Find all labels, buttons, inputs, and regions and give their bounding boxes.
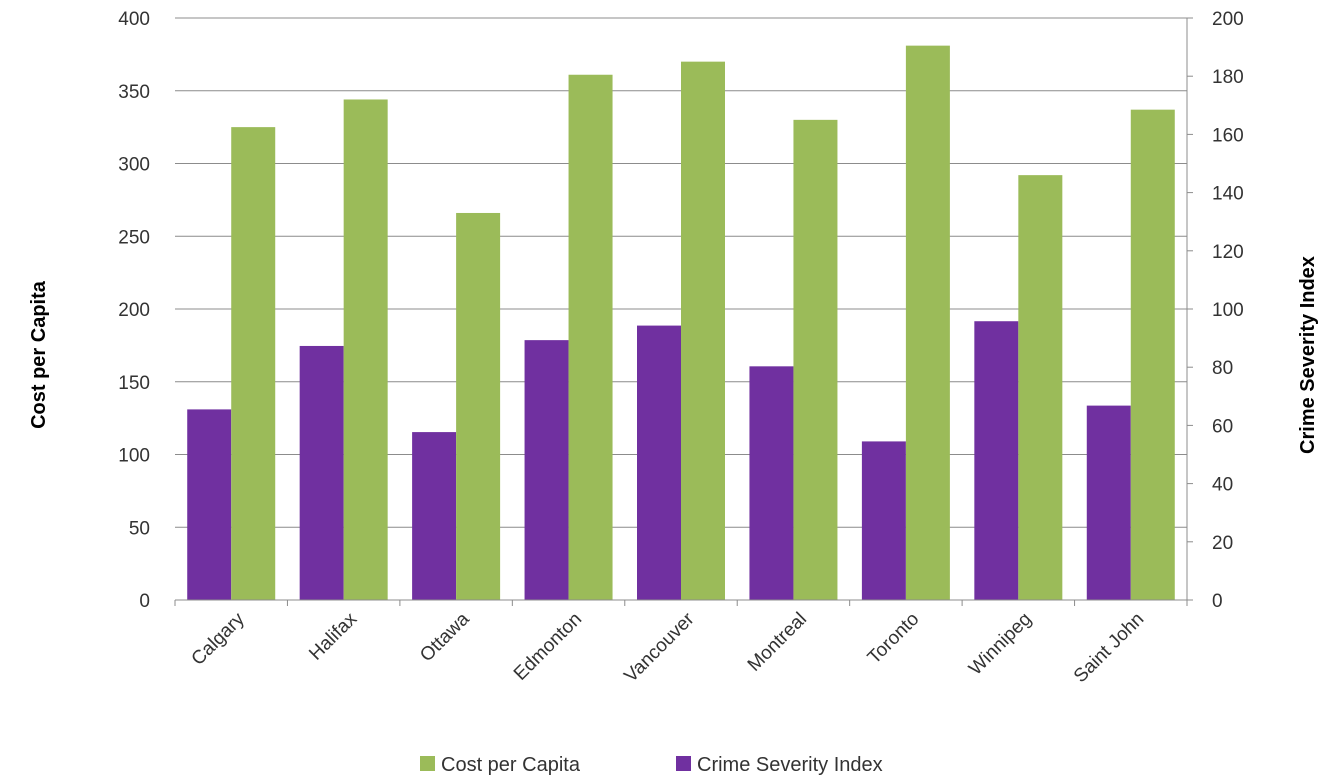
right-axis-ticks: 0 20 40 60 80 100 120 140 160 180 200 [1212,9,1244,612]
left-tick-label: 0 [139,591,150,612]
category-label: Saint John [1070,609,1148,687]
bar-crime-severity-index [299,345,344,600]
left-tick-label: 50 [129,518,150,539]
bar-cost-per-capita [568,74,613,601]
bar-crime-severity-index [861,441,906,600]
bar-crime-severity-index [187,409,232,600]
bar-cost-per-capita [681,61,725,600]
right-tick-label: 60 [1212,416,1233,437]
right-tick-label: 40 [1212,475,1233,496]
bar-crime-severity-index [637,325,681,600]
bar-cost-per-capita [343,99,388,600]
category-label: Toronto [864,609,924,669]
right-tick-label: 80 [1212,358,1233,379]
legend-label: Cost per Capita [441,754,581,776]
legend-label: Crime Severity Index [697,754,883,776]
category-label: Ottawa [416,608,474,666]
right-tick-label: 200 [1212,9,1244,30]
category-label: Calgary [188,608,249,669]
right-tick-label: 20 [1212,533,1233,554]
left-tick-label: 400 [118,9,150,30]
bar-cost-per-capita [1130,109,1175,600]
category-label: Halifax [305,608,361,664]
right-tick-label: 120 [1212,242,1244,263]
bar-crime-severity-index [749,366,794,600]
bar-crime-severity-index [412,432,457,600]
left-tick-label: 250 [118,227,150,248]
category-label: Montreal [744,609,811,676]
right-tick-label: 180 [1212,67,1244,88]
right-tick-label: 140 [1212,184,1244,205]
bar-crime-severity-index [524,340,569,600]
legend: Cost per Capita Crime Severity Index [420,754,883,776]
bar-cost-per-capita [1018,175,1063,600]
left-tick-label: 100 [118,446,150,467]
legend-swatch [420,756,435,771]
left-tick-label: 300 [118,155,150,176]
axes [174,17,1193,606]
right-axis-title: Crime Severity Index [1297,256,1319,454]
left-tick-label: 350 [118,82,150,103]
category-labels: Calgary Halifax Ottawa Edmonton Vancouver Mon… [188,608,1149,687]
bar-cost-per-capita [456,212,501,600]
left-axis-ticks: 0 50 100 150 200 250 300 350 400 [118,9,150,612]
bar-crime-severity-index [974,321,1019,600]
category-label: Winnipeg [965,609,1036,680]
bars [187,45,1175,601]
left-tick-label: 200 [118,300,150,321]
left-tick-label: 150 [118,373,150,394]
bar-cost-per-capita [231,127,276,600]
bar-crime-severity-index [1086,405,1131,600]
bar-cost-per-capita [793,119,838,600]
right-tick-label: 0 [1212,591,1223,612]
category-label: Edmonton [510,609,586,685]
category-label: Vancouver [620,608,699,687]
right-tick-label: 160 [1212,125,1244,146]
right-tick-label: 100 [1212,300,1244,321]
legend-swatch [676,756,691,771]
left-axis-title: Cost per Capita [28,280,50,429]
bar-cost-per-capita [905,45,950,600]
